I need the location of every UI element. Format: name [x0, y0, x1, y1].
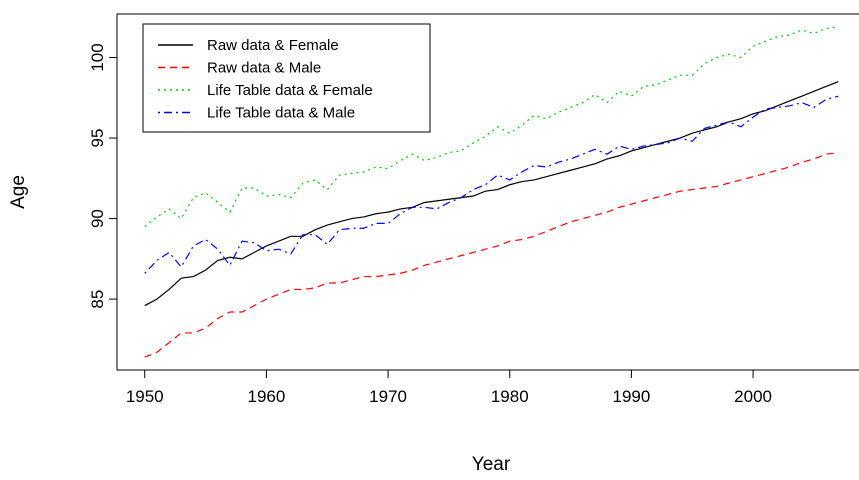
legend-box [142, 23, 431, 133]
x-tick-label: 1950 [126, 387, 164, 406]
legend-label: Raw data & Male [207, 60, 321, 77]
y-tick-label: 90 [88, 209, 107, 228]
x-tick-label: 2000 [734, 387, 772, 406]
legend-label: Life Table data & Female [207, 82, 373, 99]
x-tick-label: 1990 [613, 387, 651, 406]
y-tick-label: 100 [88, 43, 107, 71]
x-tick-label: 1960 [247, 387, 285, 406]
series-line [144, 81, 839, 307]
x-tick-label: 1970 [369, 387, 407, 406]
legend-label: Raw data & Female [207, 37, 339, 54]
x-tick-label: 1980 [491, 387, 529, 406]
y-tick-label: 85 [88, 290, 107, 309]
y-tick-label: 95 [88, 129, 107, 148]
series-line [144, 95, 839, 274]
y-axis-title: Age [8, 175, 29, 209]
series-line [144, 26, 839, 228]
x-axis-title: Year [472, 454, 511, 475]
legend-label: Life Table data & Male [207, 105, 355, 122]
